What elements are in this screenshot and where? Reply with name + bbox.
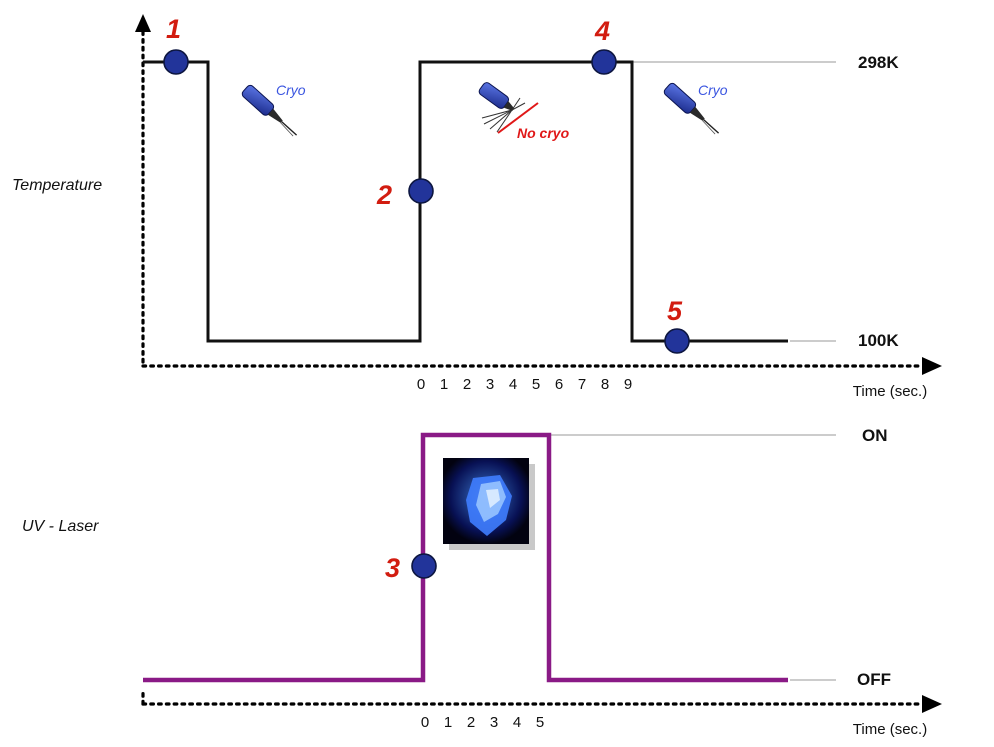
crystal-photo-icon [443, 458, 535, 550]
laser-on-label: ON [862, 426, 888, 445]
temp-tick-8: 8 [601, 376, 609, 393]
cryo-label-1: Cryo [276, 82, 306, 98]
laser-tick-5: 5 [536, 714, 544, 731]
step-marker-3 [411, 553, 437, 579]
step-number-2: 2 [376, 180, 392, 210]
laser-tick-2: 2 [467, 714, 475, 731]
laser-panel: ON OFF UV - Laser 0 1 2 3 4 5 Time (sec.… [22, 426, 942, 738]
step-number-5: 5 [667, 296, 683, 326]
temp-tick-5: 5 [532, 376, 540, 393]
laser-ticks: 0 1 2 3 4 5 [421, 714, 544, 731]
laser-tick-3: 3 [490, 714, 498, 731]
step-number-4: 4 [594, 16, 610, 46]
step-marker-1 [163, 49, 189, 75]
temp-tick-0: 0 [417, 376, 425, 393]
step-number-3: 3 [385, 553, 400, 583]
laser-trace [143, 432, 788, 683]
temp-tick-7: 7 [578, 376, 586, 393]
laser-tick-0: 0 [421, 714, 429, 731]
cryo-nozzle-icon [241, 84, 298, 137]
cryo-label-2: Cryo [698, 82, 728, 98]
low-temp-label: 100K [858, 331, 899, 350]
temp-tick-1: 1 [440, 376, 448, 393]
no-cryo-label: No cryo [517, 125, 570, 141]
cold-stream-lines-icon [481, 97, 526, 133]
laser-tick-4: 4 [513, 714, 521, 731]
temp-tick-2: 2 [463, 376, 471, 393]
step-number-1: 1 [166, 14, 181, 44]
temperature-axis-label: Temperature [12, 177, 102, 194]
step-marker-4 [591, 49, 617, 75]
temperature-time-label: Time (sec.) [853, 383, 927, 400]
cryo-nozzle-off-icon [478, 82, 539, 134]
laser-x-axis-arrow [922, 695, 942, 713]
step-marker-5 [664, 328, 690, 354]
laser-time-label: Time (sec.) [853, 721, 927, 738]
cryo-nozzle-icon [663, 82, 720, 135]
temp-tick-4: 4 [509, 376, 517, 393]
temp-tick-9: 9 [624, 376, 632, 393]
step-marker-2 [408, 178, 434, 204]
temp-tick-6: 6 [555, 376, 563, 393]
laser-axis-label: UV - Laser [22, 518, 99, 535]
temperature-x-axis-arrow [922, 357, 942, 375]
laser-off-label: OFF [857, 670, 891, 689]
temperature-panel: 298K 100K Temperature 0 1 2 3 4 5 6 7 8 … [12, 14, 942, 400]
strike-through-icon [497, 102, 539, 134]
temp-tick-3: 3 [486, 376, 494, 393]
high-temp-label: 298K [858, 53, 899, 72]
temperature-y-axis-arrow [135, 14, 151, 32]
laser-tick-1: 1 [444, 714, 452, 731]
temperature-ticks: 0 1 2 3 4 5 6 7 8 9 [417, 376, 632, 393]
